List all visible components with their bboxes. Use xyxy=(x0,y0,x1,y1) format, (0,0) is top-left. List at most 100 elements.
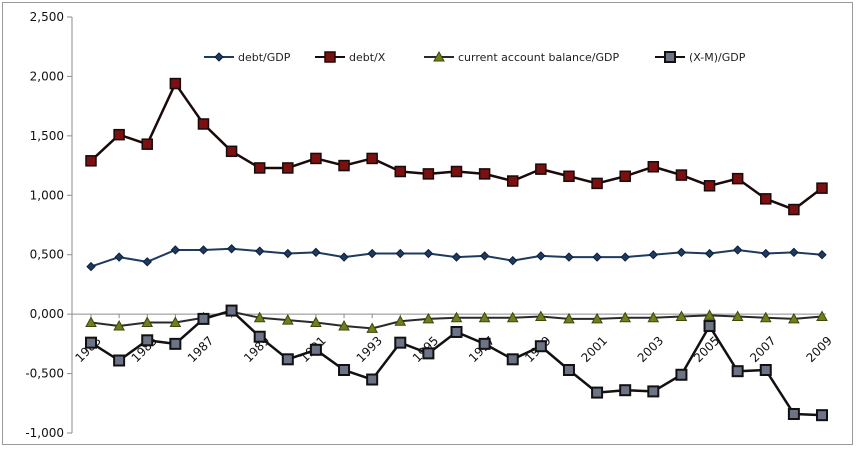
data-point xyxy=(253,330,266,343)
data-point xyxy=(422,168,435,180)
legend-swatch-marker xyxy=(433,50,445,62)
legend-swatch-marker xyxy=(664,51,676,63)
series-layer xyxy=(85,77,828,422)
data-point xyxy=(113,319,125,331)
y-tick-label: 1,500 xyxy=(30,129,64,143)
y-tick-label: 0,000 xyxy=(30,307,64,321)
x-tick-label: 2001 xyxy=(578,334,609,365)
data-point xyxy=(731,365,744,378)
data-point xyxy=(759,311,772,323)
data-point xyxy=(562,364,575,377)
data-point xyxy=(506,175,519,187)
data-point xyxy=(592,252,602,262)
legend-label: debt/GDP xyxy=(238,51,291,64)
x-tick-label: 1993 xyxy=(354,334,385,365)
data-point xyxy=(508,255,518,266)
data-point xyxy=(310,152,322,165)
data-point xyxy=(254,246,265,256)
data-point xyxy=(703,320,716,333)
data-point xyxy=(564,252,574,262)
legend-swatch-marker xyxy=(324,51,336,63)
y-tick-label: 1,000 xyxy=(30,188,64,202)
data-point xyxy=(450,325,463,338)
data-point xyxy=(591,312,603,324)
data-point xyxy=(675,169,688,181)
legend-item: debt/GDP xyxy=(204,51,291,64)
data-point xyxy=(225,145,238,158)
series-debt-x xyxy=(85,77,828,216)
data-point xyxy=(816,409,828,422)
data-point xyxy=(506,311,519,323)
data-point xyxy=(169,337,182,350)
series-debt-gdp xyxy=(86,244,827,272)
data-point xyxy=(675,310,688,322)
data-point xyxy=(170,245,181,255)
y-tick-label: -1,000 xyxy=(25,426,64,440)
data-point xyxy=(731,310,744,322)
data-point xyxy=(339,252,349,262)
data-point xyxy=(85,155,97,167)
data-point xyxy=(450,165,463,178)
data-point xyxy=(422,312,435,324)
legend-swatch-marker xyxy=(214,52,224,62)
data-point xyxy=(366,322,379,333)
data-point xyxy=(197,118,210,130)
data-point xyxy=(281,353,294,366)
data-point xyxy=(619,384,632,397)
data-point xyxy=(676,247,687,258)
data-point xyxy=(253,311,266,323)
data-point xyxy=(253,162,266,174)
data-point xyxy=(309,343,322,356)
legend: debt/GDP debt/X current account balance/GD… xyxy=(204,50,746,64)
data-point xyxy=(620,252,630,262)
data-point xyxy=(451,252,462,262)
data-point xyxy=(142,257,152,267)
x-tick-label: 2003 xyxy=(635,334,666,365)
data-point xyxy=(338,319,350,331)
data-point xyxy=(787,407,800,420)
data-point xyxy=(478,168,491,180)
data-point xyxy=(817,250,827,260)
data-point xyxy=(648,250,659,260)
data-point xyxy=(113,128,125,141)
legend-label: (X-M)/GDP xyxy=(689,51,746,64)
data-point xyxy=(281,314,294,325)
data-point xyxy=(85,316,97,327)
data-point xyxy=(141,138,153,150)
data-point xyxy=(619,170,631,183)
data-point xyxy=(338,364,351,377)
data-point xyxy=(283,248,293,259)
data-point xyxy=(394,336,407,349)
data-point xyxy=(759,364,772,377)
data-point xyxy=(506,353,519,366)
y-tick-label: 2,500 xyxy=(30,10,64,24)
data-point xyxy=(816,310,828,322)
chart-frame xyxy=(2,2,853,445)
data-point xyxy=(310,316,322,327)
legend-label: current account balance/GDP xyxy=(458,51,620,64)
data-point xyxy=(703,309,716,320)
x-tick-label: 2007 xyxy=(747,334,778,365)
data-point xyxy=(479,251,490,261)
data-point xyxy=(225,304,238,317)
data-point xyxy=(761,248,771,259)
data-point xyxy=(141,334,154,347)
data-point xyxy=(114,252,124,262)
data-point xyxy=(789,247,799,258)
legend-item: (X-M)/GDP xyxy=(655,51,746,64)
data-point xyxy=(591,177,603,190)
data-point xyxy=(85,336,97,349)
data-point xyxy=(366,152,378,165)
data-point xyxy=(367,248,377,259)
data-point xyxy=(366,373,379,386)
data-point xyxy=(619,311,632,323)
data-point xyxy=(535,163,547,175)
data-point xyxy=(169,77,182,90)
data-point xyxy=(647,161,660,173)
x-tick-label: 2009 xyxy=(803,334,834,365)
data-point xyxy=(788,312,800,324)
data-point xyxy=(197,312,210,325)
data-point xyxy=(675,368,688,381)
data-point xyxy=(731,172,744,185)
data-point xyxy=(703,180,716,192)
